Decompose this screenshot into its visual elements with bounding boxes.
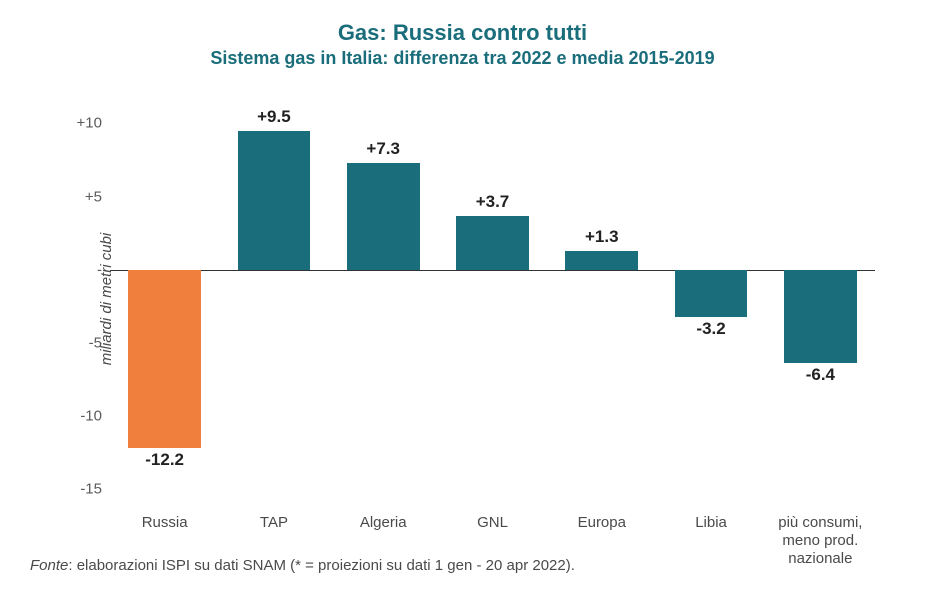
bar-value-label: -12.2 (128, 450, 201, 470)
y-axis: +10 +5 - -5 -10 -15 (60, 94, 110, 504)
chart-title: Gas: Russia contro tutti (30, 20, 895, 46)
x-axis-label: Algeria (331, 514, 435, 532)
x-axis-label: GNL (441, 514, 545, 532)
bar (347, 163, 420, 270)
source-text: : elaborazioni ISPI su dati SNAM (* = pr… (68, 557, 575, 574)
x-axis-label: Russia (113, 514, 217, 532)
chart-container: Gas: Russia contro tutti Sistema gas in … (0, 0, 925, 592)
bar-value-label: +9.5 (238, 107, 311, 127)
bar (565, 251, 638, 270)
y-tick: - (97, 261, 102, 278)
source-note: Fonte: elaborazioni ISPI su dati SNAM (*… (30, 557, 895, 574)
bar-value-label: -6.4 (784, 365, 857, 385)
bar-value-label: +7.3 (347, 139, 420, 159)
y-tick: +10 (77, 115, 102, 132)
bar-value-label: +3.7 (456, 192, 529, 212)
y-tick: -15 (80, 481, 102, 498)
bar (784, 270, 857, 364)
y-tick: -10 (80, 408, 102, 425)
y-tick: -5 (89, 334, 102, 351)
bar-value-label: -3.2 (675, 319, 748, 339)
bar-value-label: +1.3 (565, 227, 638, 247)
x-axis-label: Libia (659, 514, 763, 532)
chart-subtitle: Sistema gas in Italia: differenza tra 20… (30, 48, 895, 69)
x-axis-label: TAP (222, 514, 326, 532)
bar (675, 270, 748, 317)
bars-group: -12.2 +9.5 +7.3 +3.7 +1.3 -3.2 -6.4 (110, 94, 875, 504)
y-tick: +5 (85, 188, 102, 205)
x-axis-label: Europa (550, 514, 654, 532)
bar (456, 216, 529, 270)
bar (128, 270, 201, 449)
source-prefix: Fonte (30, 557, 68, 574)
bar (238, 131, 311, 270)
plot-area: miliardi di metri cubi +10+5--5-10-15 -1… (110, 94, 875, 504)
